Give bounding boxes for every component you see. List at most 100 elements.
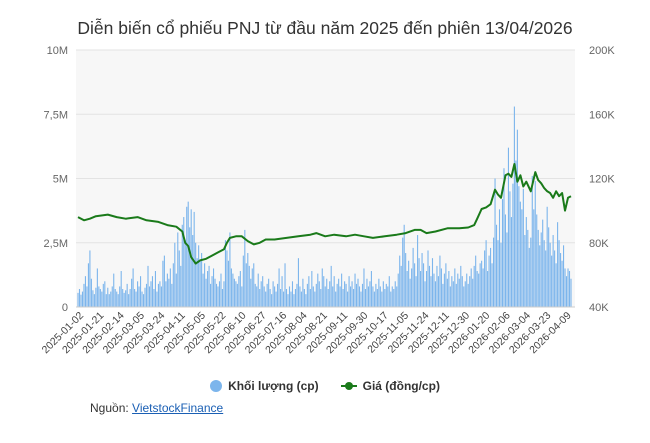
volume-bar	[318, 281, 320, 307]
volume-bar	[95, 287, 97, 307]
volume-bar	[110, 291, 112, 307]
volume-bar	[434, 281, 437, 307]
volume-bar	[449, 286, 451, 307]
volume-bar	[431, 258, 434, 307]
volume-bar	[457, 273, 459, 307]
volume-bar	[123, 292, 125, 307]
volume-bar	[223, 281, 225, 307]
volume-bar	[500, 242, 502, 307]
volume-bar	[229, 232, 231, 307]
volume-bar	[141, 291, 143, 307]
volume-bar	[165, 281, 167, 307]
volume-bar	[315, 283, 317, 307]
volume-bar	[531, 175, 533, 307]
volume-bar	[370, 271, 372, 307]
price-line	[77, 163, 572, 265]
volume-bar	[253, 263, 255, 307]
volume-bar	[138, 286, 140, 307]
volume-bar	[357, 278, 359, 307]
volume-bar	[366, 278, 368, 307]
volume-bar	[464, 281, 466, 307]
volume-bar	[245, 263, 247, 307]
legend-item-volume[interactable]: Khối lượng (cp)	[210, 379, 319, 393]
volume-bar	[312, 286, 314, 307]
volume-bar	[363, 268, 365, 307]
volume-bar	[422, 263, 425, 307]
volume-bar	[238, 276, 240, 307]
volume-bar	[460, 265, 462, 307]
volume-bar	[290, 291, 292, 307]
volume-bar	[421, 253, 423, 307]
volume-bar	[354, 273, 356, 307]
volume-bar	[454, 268, 456, 307]
volume-bar	[323, 276, 325, 307]
volume-bar	[504, 214, 507, 307]
volume-bar	[415, 276, 417, 307]
volume-bar	[446, 278, 448, 307]
volume-bar	[266, 283, 268, 307]
volume-bar	[93, 294, 95, 307]
volume-bar	[513, 106, 515, 307]
volume-bar	[262, 276, 264, 307]
volume-bar	[251, 268, 253, 307]
left-axis-tick: 2,5M	[44, 238, 68, 250]
volume-bar	[385, 283, 387, 307]
volume-bar	[488, 255, 490, 307]
legend-item-price[interactable]: Giá (đồng/cp)	[340, 379, 440, 393]
volume-bar	[427, 250, 429, 307]
volume-bar	[433, 273, 435, 307]
volume-bar	[437, 276, 439, 307]
volume-bar	[440, 268, 442, 307]
right-axis-labels: 40K 80K 120K 160K 200K	[589, 45, 615, 314]
volume-bar	[187, 201, 189, 307]
volume-bar	[498, 209, 501, 307]
volume-bar	[448, 271, 450, 307]
volume-bar	[490, 247, 492, 307]
volume-bar	[239, 271, 241, 307]
volume-bar	[552, 235, 554, 307]
volume-bar	[300, 291, 302, 307]
volume-bar	[414, 263, 416, 307]
volume-bar	[482, 268, 484, 307]
volume-bar	[202, 273, 204, 307]
volume-bar	[227, 260, 229, 307]
volume-bar	[150, 281, 152, 307]
volume-bar	[281, 276, 283, 307]
volume-bar	[341, 273, 343, 307]
volume-bar	[125, 290, 127, 307]
volume-bar	[105, 294, 107, 307]
volume-bar	[348, 276, 350, 307]
volume-bar	[533, 209, 535, 307]
volume-bar	[80, 294, 82, 307]
volume-bar	[89, 250, 91, 307]
gridlines	[76, 49, 575, 244]
volume-bar	[425, 271, 428, 307]
volume-bar	[387, 286, 389, 307]
source-link[interactable]: VietstockFinance	[132, 401, 224, 415]
volume-bar	[294, 289, 297, 307]
volume-bar	[242, 255, 244, 307]
right-axis-tick: 80K	[589, 238, 609, 250]
volume-bar	[519, 201, 521, 307]
volume-bar	[248, 265, 250, 307]
volume-bar	[384, 289, 386, 307]
volume-bar	[131, 278, 133, 307]
volume-bar	[205, 278, 207, 307]
volume-bar	[92, 290, 94, 307]
volume-bar	[208, 265, 210, 307]
volume-bar	[391, 286, 393, 307]
volume-bar	[314, 291, 316, 307]
volume-bar	[568, 271, 571, 307]
volume-bar	[81, 291, 84, 307]
volume-bar	[180, 265, 182, 307]
volume-bar	[487, 271, 489, 307]
volume-bar	[344, 281, 346, 307]
volume-bar	[417, 235, 419, 307]
volume-bar	[411, 268, 413, 307]
volume-bar	[241, 286, 243, 307]
left-axis-tick: 5M	[53, 174, 68, 186]
volume-bar	[492, 237, 495, 307]
volume-bar	[481, 260, 483, 307]
volume-bar	[570, 278, 572, 307]
